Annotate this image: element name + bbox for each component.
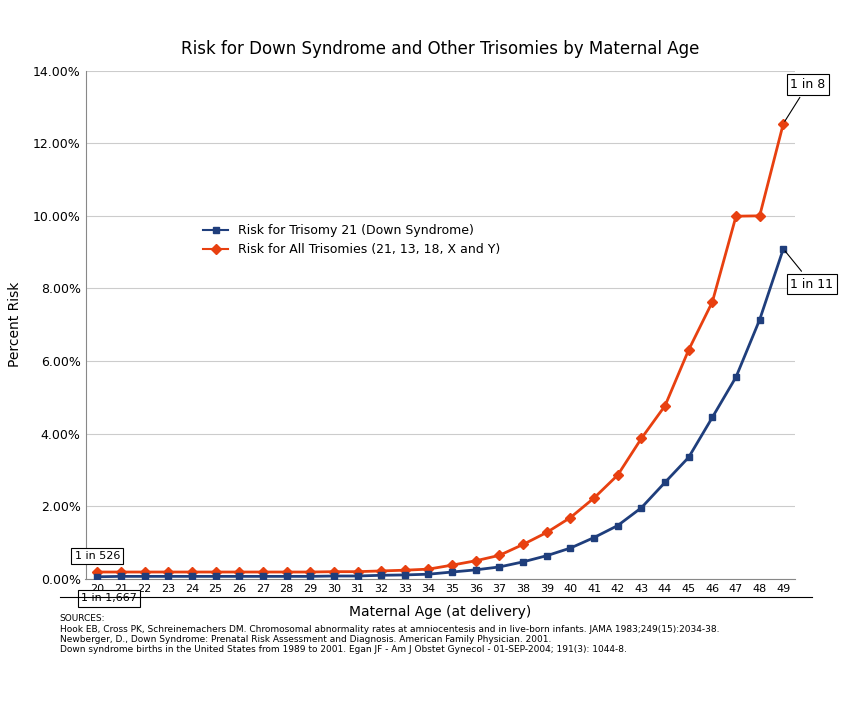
- Risk for Trisomy 21 (Down Syndrome): [399, 570, 410, 579]
- Risk for All Trisomies (21, 13, 18, X and Y): [778, 119, 788, 128]
- Y-axis label: Percent Risk: Percent Risk: [8, 282, 21, 367]
- Risk for Trisomy 21 (Down Syndrome): [210, 572, 221, 580]
- Risk for All Trisomies (21, 13, 18, X and Y): [328, 568, 339, 576]
- Risk for Trisomy 21 (Down Syndrome): [115, 572, 126, 580]
- Risk for Trisomy 21 (Down Syndrome): [542, 551, 552, 560]
- Risk for All Trisomies (21, 13, 18, X and Y): [376, 567, 386, 575]
- Risk for Trisomy 21 (Down Syndrome): [92, 573, 103, 581]
- Risk for Trisomy 21 (Down Syndrome): [328, 572, 339, 580]
- Risk for Trisomy 21 (Down Syndrome): [186, 572, 197, 580]
- Risk for All Trisomies (21, 13, 18, X and Y): [423, 565, 433, 573]
- Risk for All Trisomies (21, 13, 18, X and Y): [660, 402, 670, 410]
- Risk for All Trisomies (21, 13, 18, X and Y): [589, 493, 599, 502]
- Risk for Trisomy 21 (Down Syndrome): [518, 558, 528, 566]
- Risk for Trisomy 21 (Down Syndrome): [447, 568, 457, 576]
- Risk for All Trisomies (21, 13, 18, X and Y): [352, 568, 363, 576]
- Risk for All Trisomies (21, 13, 18, X and Y): [92, 568, 103, 576]
- Risk for Trisomy 21 (Down Syndrome): [257, 572, 268, 580]
- Risk for Trisomy 21 (Down Syndrome): [470, 566, 481, 574]
- Risk for Trisomy 21 (Down Syndrome): [163, 572, 174, 580]
- Risk for All Trisomies (21, 13, 18, X and Y): [542, 528, 552, 537]
- Risk for All Trisomies (21, 13, 18, X and Y): [447, 561, 457, 569]
- Risk for All Trisomies (21, 13, 18, X and Y): [186, 568, 197, 576]
- Risk for Trisomy 21 (Down Syndrome): [754, 316, 764, 324]
- Risk for Trisomy 21 (Down Syndrome): [376, 571, 386, 580]
- Risk for All Trisomies (21, 13, 18, X and Y): [281, 568, 292, 576]
- Risk for Trisomy 21 (Down Syndrome): [612, 521, 622, 530]
- Risk for All Trisomies (21, 13, 18, X and Y): [565, 513, 575, 522]
- Text: 1 in 11: 1 in 11: [785, 251, 834, 291]
- Risk for All Trisomies (21, 13, 18, X and Y): [257, 568, 268, 576]
- Risk for Trisomy 21 (Down Syndrome): [352, 572, 363, 580]
- Risk for All Trisomies (21, 13, 18, X and Y): [684, 345, 694, 354]
- Risk for All Trisomies (21, 13, 18, X and Y): [163, 568, 174, 576]
- Risk for Trisomy 21 (Down Syndrome): [305, 572, 315, 580]
- Risk for All Trisomies (21, 13, 18, X and Y): [234, 568, 245, 576]
- Risk for Trisomy 21 (Down Syndrome): [234, 572, 245, 580]
- Risk for All Trisomies (21, 13, 18, X and Y): [707, 298, 717, 306]
- Risk for Trisomy 21 (Down Syndrome): [636, 503, 646, 512]
- Line: Risk for All Trisomies (21, 13, 18, X and Y): Risk for All Trisomies (21, 13, 18, X an…: [94, 120, 787, 575]
- X-axis label: Maternal Age (at delivery): Maternal Age (at delivery): [349, 605, 532, 619]
- Risk for Trisomy 21 (Down Syndrome): [660, 478, 670, 486]
- Text: 1 in 526: 1 in 526: [74, 551, 120, 561]
- Risk for All Trisomies (21, 13, 18, X and Y): [494, 551, 504, 560]
- Title: Risk for Down Syndrome and Other Trisomies by Maternal Age: Risk for Down Syndrome and Other Trisomi…: [181, 40, 699, 58]
- Legend: Risk for Trisomy 21 (Down Syndrome), Risk for All Trisomies (21, 13, 18, X and Y: Risk for Trisomy 21 (Down Syndrome), Ris…: [198, 219, 505, 261]
- Risk for All Trisomies (21, 13, 18, X and Y): [305, 568, 315, 576]
- Risk for All Trisomies (21, 13, 18, X and Y): [636, 434, 646, 443]
- Risk for Trisomy 21 (Down Syndrome): [494, 563, 504, 571]
- Risk for All Trisomies (21, 13, 18, X and Y): [210, 568, 221, 576]
- Risk for All Trisomies (21, 13, 18, X and Y): [518, 540, 528, 549]
- Text: 1 in 8: 1 in 8: [785, 78, 826, 121]
- Risk for Trisomy 21 (Down Syndrome): [565, 544, 575, 552]
- Risk for All Trisomies (21, 13, 18, X and Y): [612, 471, 622, 479]
- Risk for Trisomy 21 (Down Syndrome): [778, 245, 788, 253]
- Risk for Trisomy 21 (Down Syndrome): [684, 453, 694, 462]
- Risk for Trisomy 21 (Down Syndrome): [281, 572, 292, 580]
- Risk for Trisomy 21 (Down Syndrome): [423, 570, 433, 578]
- Risk for All Trisomies (21, 13, 18, X and Y): [139, 568, 150, 576]
- Text: SOURCES:
Hook EB, Cross PK, Schreinemachers DM. Chromosomal abnormality rates at: SOURCES: Hook EB, Cross PK, Schreinemach…: [60, 614, 719, 654]
- Risk for Trisomy 21 (Down Syndrome): [707, 413, 717, 421]
- Line: Risk for Trisomy 21 (Down Syndrome): Risk for Trisomy 21 (Down Syndrome): [94, 246, 787, 580]
- Risk for All Trisomies (21, 13, 18, X and Y): [115, 568, 126, 576]
- Risk for All Trisomies (21, 13, 18, X and Y): [754, 212, 764, 220]
- Risk for All Trisomies (21, 13, 18, X and Y): [470, 556, 481, 565]
- Risk for Trisomy 21 (Down Syndrome): [731, 373, 741, 381]
- Text: 1 in 1,667: 1 in 1,667: [81, 594, 137, 604]
- Risk for All Trisomies (21, 13, 18, X and Y): [731, 212, 741, 220]
- Risk for Trisomy 21 (Down Syndrome): [589, 533, 599, 542]
- Risk for Trisomy 21 (Down Syndrome): [139, 572, 150, 580]
- Risk for All Trisomies (21, 13, 18, X and Y): [399, 566, 410, 575]
